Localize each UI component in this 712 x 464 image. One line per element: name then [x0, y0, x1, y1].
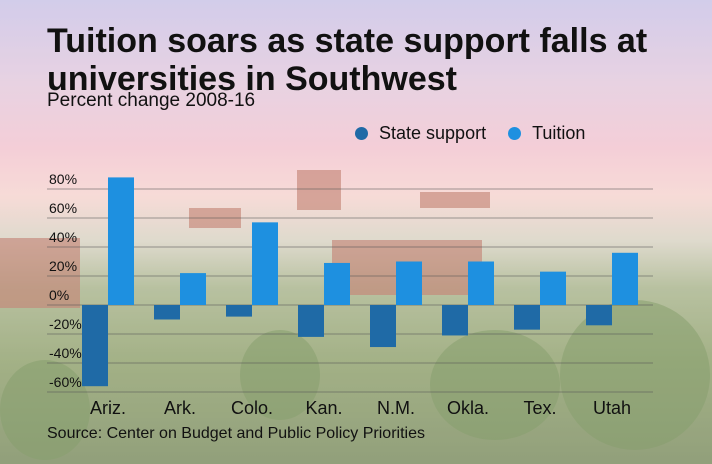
- source-note: Source: Center on Budget and Public Poli…: [47, 425, 425, 442]
- legend-label-state-support: State support: [379, 123, 487, 143]
- x-tick-label: Colo.: [231, 398, 273, 418]
- bar-state-support: [370, 305, 396, 348]
- x-tick-label: Utah: [593, 398, 631, 418]
- background-tree: [560, 300, 710, 450]
- y-tick-label: -20%: [49, 316, 82, 332]
- y-tick-label: 20%: [49, 258, 77, 274]
- y-tick-label: 40%: [49, 229, 77, 245]
- bar-tuition: [252, 222, 278, 305]
- legend-label-tuition: Tuition: [532, 123, 586, 143]
- legend-swatch-tuition: [508, 127, 522, 140]
- x-tick-label: Ark.: [164, 398, 196, 418]
- legend-swatch-state-support: [355, 127, 368, 140]
- bar-tuition: [396, 261, 422, 305]
- background-building: [297, 170, 341, 210]
- bar-state-support: [154, 305, 180, 320]
- bar-tuition: [324, 262, 350, 305]
- bar-tuition: [468, 261, 494, 305]
- legend-item-tuition: Tuition: [508, 123, 585, 144]
- bar-state-support: [586, 305, 612, 326]
- background-tree: [430, 330, 560, 440]
- chart-title: Tuition soars as state support falls at …: [47, 22, 648, 98]
- bar-state-support: [226, 305, 252, 317]
- background-building: [420, 192, 490, 208]
- y-tick-label: -60%: [49, 374, 82, 390]
- bar-tuition: [108, 177, 134, 305]
- bar-state-support: [298, 305, 324, 337]
- legend-item-state-support: State support: [355, 123, 486, 144]
- bar-tuition: [180, 273, 206, 305]
- bar-tuition: [540, 271, 566, 305]
- x-tick-label: Tex.: [523, 398, 556, 418]
- x-tick-label: Ariz.: [90, 398, 126, 418]
- x-tick-label: N.M.: [377, 398, 415, 418]
- x-tick-label: Okla.: [447, 398, 489, 418]
- bar-state-support: [82, 305, 108, 387]
- chart-subtitle: Percent change 2008-16: [47, 90, 256, 111]
- background-building: [0, 238, 80, 308]
- background-tree: [0, 360, 90, 460]
- y-tick-label: 0%: [49, 287, 69, 303]
- background-tree: [240, 330, 320, 420]
- y-tick-label: 60%: [49, 200, 77, 216]
- y-tick-label: 80%: [49, 171, 77, 187]
- legend: State support Tuition: [355, 123, 607, 144]
- x-tick-label: Kan.: [305, 398, 342, 418]
- bar-state-support: [514, 305, 540, 330]
- bar-tuition: [612, 252, 638, 305]
- bar-state-support: [442, 305, 468, 336]
- y-tick-label: -40%: [49, 345, 82, 361]
